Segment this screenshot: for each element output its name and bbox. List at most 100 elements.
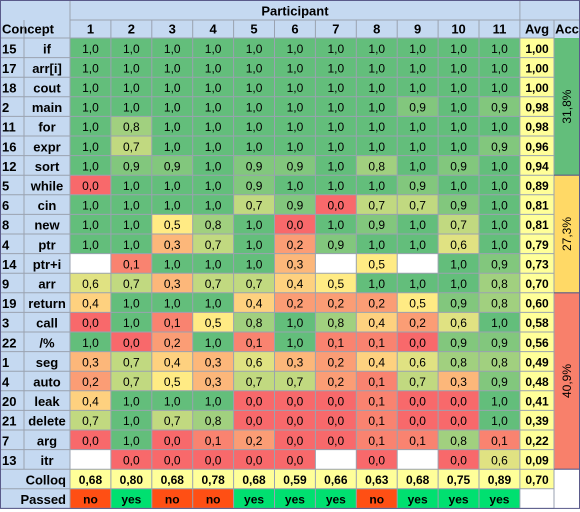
cell-value: 1,0: [491, 199, 508, 213]
row-label-background: [0, 194, 70, 215]
cell-value: 0,2: [328, 355, 345, 369]
concept-id: 12: [2, 159, 16, 174]
heatmap-cell: [479, 371, 520, 391]
cell-value: 0,7: [205, 238, 222, 252]
colloq-label: Colloq: [26, 473, 66, 488]
cell-value: 1,0: [450, 140, 467, 154]
cell-value: 1,0: [82, 336, 99, 350]
cell-value: 0,3: [205, 375, 222, 389]
avg-value: 0,39: [525, 414, 549, 428]
heatmap-cell: [233, 312, 275, 332]
cell-value: 0,0: [368, 453, 385, 467]
heatmap-cell: [70, 77, 111, 97]
cell-value: 1,0: [246, 101, 263, 115]
heatmap-cell: [192, 38, 234, 58]
heatmap-cell: [315, 390, 357, 411]
participant-number: 6: [291, 22, 298, 37]
concept-name: auto: [33, 375, 61, 390]
heatmap-cell: [70, 38, 111, 58]
cell-value: 1,0: [328, 101, 345, 115]
heatmap-cell: [151, 175, 193, 195]
avg-cell: [520, 449, 554, 470]
cell-value: 0,6: [409, 355, 426, 369]
avg-value: 0,58: [525, 316, 549, 330]
heatmap-cell: [192, 234, 234, 254]
heatmap-cell: [356, 57, 398, 78]
heatmap-cell: [438, 449, 479, 470]
heatmap-cell: [438, 214, 479, 234]
heatmap-cell: [274, 410, 316, 430]
heatmap-cell: [438, 77, 479, 97]
cell-value: 1,0: [450, 101, 467, 115]
cell-value: 0,0: [409, 336, 426, 350]
cell-value: 0,7: [246, 277, 263, 291]
cell-value: 0,4: [164, 355, 181, 369]
heatmap-cell: [479, 194, 520, 215]
heatmap-cell: [315, 371, 357, 391]
row-label-background: [0, 390, 70, 411]
heatmap-cell: [356, 253, 398, 274]
heatmap-cell: [233, 194, 275, 215]
cell-value: 1,0: [368, 140, 385, 154]
cell-value: 1,0: [328, 159, 345, 173]
heatmap-cell: [274, 155, 316, 176]
heatmap-cell: [438, 38, 479, 58]
row-label-background: [0, 57, 70, 78]
cell-value: 1,0: [205, 199, 222, 213]
passed-label-background: [0, 488, 70, 509]
cell-value: 1,0: [409, 120, 426, 134]
heatmap-cell: [438, 57, 479, 78]
heatmap-cell: [397, 332, 439, 352]
cell-value: 0,9: [123, 159, 140, 173]
heatmap-cell: [479, 332, 520, 352]
concept-id: 2: [2, 100, 9, 115]
concept-name: cout: [33, 81, 61, 96]
cell-value: 1,0: [82, 101, 99, 115]
heatmap-cell: [356, 332, 398, 352]
cell-value: 1,0: [82, 238, 99, 252]
cell-value: 1,0: [123, 42, 140, 56]
cell-value: 0,1: [205, 434, 222, 448]
cell-value: 0,3: [287, 257, 304, 271]
cell-value: 0,5: [328, 277, 345, 291]
heatmap-cell: [110, 292, 152, 313]
cell-value: 1,0: [164, 179, 181, 193]
heatmap-cell: [233, 77, 275, 97]
heatmap-cell: [315, 292, 357, 313]
passed-value: no: [83, 493, 98, 507]
avg-cell: [520, 194, 554, 215]
cell-value: 0,0: [328, 395, 345, 409]
heatmap-cell: [192, 273, 234, 293]
concept-id: 20: [2, 394, 16, 409]
heatmap-cell: [70, 292, 111, 313]
cell-value: 0,9: [491, 336, 508, 350]
heatmap-cell: [192, 96, 234, 117]
passed-cell: [356, 488, 398, 509]
avg-cell: [520, 214, 554, 234]
avg-cell: [520, 292, 554, 313]
cell-value: 1,0: [368, 42, 385, 56]
passed-value: yes: [489, 493, 509, 507]
cell-value: 1,0: [368, 101, 385, 115]
cell-value: 0,0: [409, 395, 426, 409]
cell-value: 0,9: [328, 238, 345, 252]
avg-cell: [520, 351, 554, 372]
cell-value: 1,0: [205, 61, 222, 75]
concept-name: leak: [34, 394, 60, 409]
heatmap-cell: [192, 136, 234, 156]
heatmap-cell: [356, 96, 398, 117]
heatmap-cell: [274, 253, 316, 274]
cell-value: 0,8: [205, 218, 222, 232]
heatmap-cell: [233, 155, 275, 176]
heatmap-cell: [233, 96, 275, 117]
heatmap-cell: [315, 430, 357, 450]
passed-cell: [192, 488, 234, 509]
heatmap-cell: [356, 234, 398, 254]
row-label-background: [0, 312, 70, 332]
colloq-cell: [315, 469, 357, 489]
heatmap-cell: [274, 371, 316, 391]
cell-value: 1,0: [205, 42, 222, 56]
passed-value: yes: [449, 493, 469, 507]
heatmap-cell: [151, 312, 193, 332]
cell-value: 0,9: [246, 159, 263, 173]
